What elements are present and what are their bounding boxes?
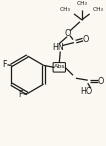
Text: O: O: [65, 29, 71, 38]
Text: O: O: [97, 77, 104, 86]
Text: F: F: [2, 60, 7, 69]
Text: CH₃: CH₃: [93, 7, 104, 12]
Text: Abs: Abs: [54, 64, 65, 69]
Text: O: O: [83, 35, 89, 44]
Text: CH₃: CH₃: [76, 1, 87, 6]
Text: HO: HO: [81, 87, 93, 96]
Text: F: F: [18, 90, 23, 99]
Text: HN: HN: [52, 43, 64, 52]
FancyBboxPatch shape: [53, 63, 66, 72]
Text: CH₃: CH₃: [60, 7, 71, 12]
